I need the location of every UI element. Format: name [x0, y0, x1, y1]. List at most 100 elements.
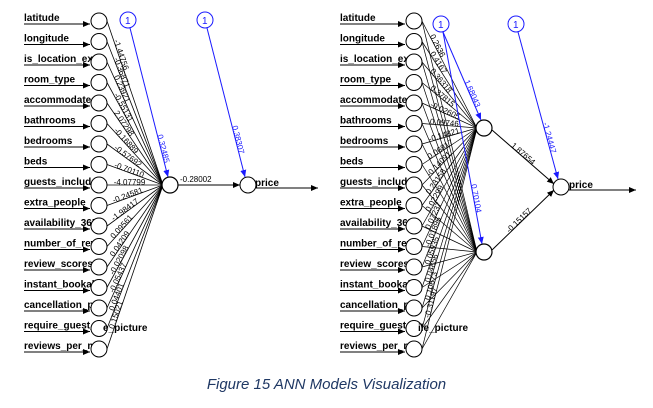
- input-node: [90, 299, 108, 317]
- connection-line: [421, 127, 478, 309]
- input-label: longitude: [24, 34, 69, 45]
- connection-line: [421, 127, 478, 165]
- weight-label: 0.38307: [230, 125, 246, 156]
- output-node: [239, 176, 257, 194]
- hidden-node: [161, 176, 179, 194]
- connection-line: [421, 41, 478, 129]
- input-node: [90, 197, 108, 214]
- input-node: [90, 279, 108, 296]
- input-label: guests_include: [340, 177, 413, 188]
- bias-node: [196, 11, 214, 29]
- input-node: [90, 135, 108, 153]
- input-node: [405, 53, 423, 71]
- input-node: [90, 33, 108, 50]
- connection-line: [421, 127, 478, 186]
- weight-label: -0.28002: [180, 175, 212, 184]
- bias-label: 1: [125, 16, 131, 27]
- connection-line: [421, 61, 478, 129]
- input-label: longitude: [340, 34, 385, 45]
- connection-line: [106, 164, 164, 186]
- input-node: [405, 258, 423, 276]
- input-node: [90, 258, 108, 276]
- weight-label: 1.68043: [462, 79, 482, 110]
- input-label: number_of_rev: [340, 239, 413, 250]
- input-node: [90, 74, 108, 91]
- hidden-node: [475, 119, 493, 137]
- bias-connection: [442, 31, 484, 245]
- connection-line: [421, 20, 478, 253]
- connection-line: [106, 184, 164, 247]
- input-node: [405, 94, 423, 112]
- input-label: review_scores: [24, 259, 93, 270]
- hidden-node: [475, 243, 493, 261]
- input-label: bedrooms: [340, 136, 389, 147]
- weight-label: -1.24447: [541, 121, 558, 154]
- weight-label: 0.32485: [155, 134, 171, 165]
- input-label: accommodates: [24, 95, 97, 106]
- connection-line: [421, 82, 478, 129]
- connection-line: [106, 184, 164, 206]
- input-label: beds: [24, 157, 48, 168]
- input-label: guests_include: [24, 177, 97, 188]
- input-node: [90, 217, 108, 235]
- left-ann-model: latitude longitude is_location_exa room_typ…: [24, 11, 318, 358]
- input-label: bathrooms: [24, 116, 76, 127]
- input-label: latitude: [340, 13, 376, 24]
- connection-line: [421, 41, 478, 253]
- weight-label: 0.09746: [430, 117, 460, 128]
- connection-line: [421, 123, 478, 129]
- input-label: reviews_per_m: [340, 341, 412, 352]
- input-node: [405, 238, 423, 255]
- input-node: [405, 197, 423, 214]
- input-node: [90, 238, 108, 255]
- connection-line: [106, 184, 164, 329]
- bias-connection: [442, 31, 482, 121]
- bias-node: [119, 11, 137, 29]
- input-label: require_guest_p: [340, 321, 418, 332]
- connection-line: [106, 41, 164, 186]
- input-label: availability_365: [340, 218, 414, 229]
- input-label: review_scores: [340, 259, 409, 270]
- connection-line: [421, 127, 478, 247]
- input-node: [90, 156, 108, 173]
- right-ann-model: latitude longitude is_location_exa room_typ…: [340, 12, 636, 358]
- connection-line: [421, 127, 478, 227]
- input-label-tail: ile_picture: [418, 323, 468, 334]
- input-label: latitude: [24, 13, 60, 24]
- input-node: [405, 12, 423, 30]
- input-node: [90, 115, 108, 132]
- input-node: [405, 299, 423, 317]
- bias-label: 1: [513, 20, 519, 31]
- input-label: is_location_exa: [340, 54, 415, 65]
- input-node: [405, 176, 423, 194]
- connection-line: [421, 127, 478, 329]
- bias-node: [507, 15, 525, 33]
- weight-label: 1.87654: [509, 141, 537, 167]
- connection-line: [421, 251, 478, 288]
- input-label: bathrooms: [340, 116, 392, 127]
- input-label: bedrooms: [24, 136, 73, 147]
- input-label-tail: e_picture: [103, 323, 148, 334]
- input-label: extra_people: [24, 198, 86, 209]
- input-node: [405, 217, 423, 235]
- connection-line: [421, 251, 478, 309]
- connection-line: [106, 143, 164, 186]
- connection-line: [106, 82, 164, 186]
- input-node: [405, 115, 423, 132]
- input-label: extra_people: [340, 198, 402, 209]
- input-node: [90, 94, 108, 112]
- input-node: [405, 135, 423, 153]
- connection-line: [106, 61, 164, 186]
- figure-caption: Figure 15 ANN Models Visualization: [206, 376, 447, 393]
- connection-line: [106, 20, 164, 186]
- input-label: accommodates: [340, 95, 413, 106]
- connection-line: [106, 102, 164, 186]
- input-node: [405, 33, 423, 50]
- bias-connection: [129, 27, 170, 178]
- input-label: require_guest_p: [24, 321, 102, 332]
- connection-line: [421, 127, 478, 206]
- input-label: number_of_rev: [24, 239, 97, 250]
- input-node: [90, 340, 108, 358]
- input-label: is_location_exa: [24, 54, 99, 65]
